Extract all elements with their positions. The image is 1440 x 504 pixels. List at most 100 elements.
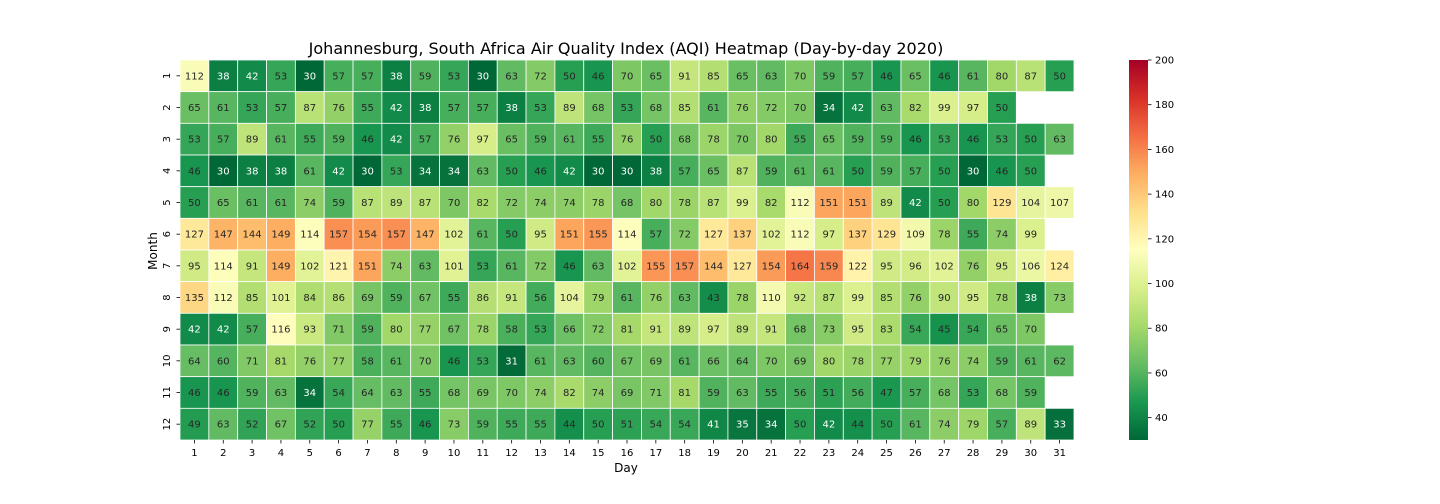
heatmap-cell [237,376,267,409]
heatmap-cell [554,312,585,346]
heatmap-cell-value: 61 [275,135,288,146]
heatmap-cell [323,122,354,156]
heatmap-cell [496,407,527,441]
heatmap-cell-value: 95 [996,261,1009,272]
heatmap-cell [871,91,902,124]
heatmap-cell [612,122,642,156]
heatmap-cell [179,122,210,156]
heatmap-cell-value: 90 [938,293,951,304]
heatmap-cell-value: 157 [675,261,694,272]
heatmap-cell-value: 91 [678,71,691,82]
heatmap-cell-value: 85 [678,103,691,114]
heatmap-cell-value: 46 [909,135,922,146]
heatmap-cell [439,376,469,409]
heatmap-cell-value: 89 [678,325,691,336]
heatmap-cell-value: 55 [534,420,547,431]
heatmap-cell [410,217,440,251]
heatmap-cell [727,312,758,346]
heatmap-cell [525,122,556,156]
heatmap-cell [871,344,902,378]
heatmap-cell-value: 79 [909,356,922,367]
heatmap-cell [669,59,700,93]
heatmap-cell-value: 87 [1024,71,1037,82]
heatmap-cell [266,122,296,156]
heatmap-cell-value: 63 [275,388,288,399]
heatmap-cell-value: 137 [733,230,752,241]
heatmap-cell-value: 31 [505,356,518,367]
x-tick-label: 19 [707,448,720,459]
heatmap-cell-value: 54 [649,420,662,431]
heatmap-cell-value: 53 [996,135,1009,146]
heatmap-cell-value: 57 [649,230,662,241]
heatmap-cell-value: 91 [246,261,259,272]
heatmap-cell-value: 155 [589,230,608,241]
heatmap-cell [439,122,469,156]
heatmap-cell-value: 104 [1021,198,1040,209]
heatmap-cell-value: 80 [967,198,980,209]
heatmap-cell-value: 76 [967,261,980,272]
heatmap-cell-value: 46 [419,420,432,431]
heatmap-cell-value: 67 [448,325,461,336]
heatmap-cell-value: 89 [1024,420,1037,431]
heatmap-cell-value: 102 [300,261,319,272]
heatmap-cell-value: 57 [361,71,374,82]
heatmap-cell-value: 41 [707,420,720,431]
heatmap-cell [496,281,527,314]
heatmap-cell-value: 68 [592,103,605,114]
heatmap-cell [842,281,873,314]
heatmap-cell-value: 63 [880,103,893,114]
heatmap-cell [323,186,354,219]
heatmap-cell [467,91,498,124]
heatmap-cell-value: 70 [765,356,778,367]
heatmap-cell-value: 55 [794,135,807,146]
heatmap-cell-value: 112 [790,230,809,241]
heatmap-cell-value: 61 [563,135,576,146]
heatmap-cell-value: 30 [361,166,374,177]
heatmap-cell-value: 87 [303,103,316,114]
heatmap-cell [900,407,931,441]
heatmap-cell-value: 78 [707,135,720,146]
heatmap-cell [381,217,412,251]
heatmap-cell [1015,154,1046,188]
heatmap-cell [294,407,325,441]
heatmap-cell-value: 81 [678,388,691,399]
heatmap-cell-value: 53 [534,325,547,336]
heatmap-cell [698,154,729,188]
heatmap-cell [208,186,239,219]
colorbar-tick-label: 200 [1155,56,1174,67]
heatmap-cell [266,154,296,188]
heatmap-cell [179,344,210,378]
heatmap-cell-value: 50 [880,420,893,431]
heatmap-cell-value: 87 [736,166,749,177]
heatmap-cell-value: 78 [996,293,1009,304]
heatmap-cell-value: 64 [736,356,749,367]
heatmap-cell [727,59,758,93]
heatmap-cell-value: 50 [996,103,1009,114]
x-tick-label: 7 [364,448,370,459]
heatmap-cell-value: 67 [621,356,634,367]
heatmap-cell [381,59,412,93]
heatmap-cell-value: 57 [246,325,259,336]
heatmap-cell [554,249,585,283]
heatmap-cell [900,249,931,283]
heatmap-cell-value: 65 [707,166,720,177]
heatmap-cell-value: 76 [621,135,634,146]
heatmap-cell [958,154,988,188]
heatmap-cell-value: 127 [185,230,204,241]
heatmap-cell-value: 99 [938,103,951,114]
heatmap-cell-value: 77 [332,356,345,367]
heatmap-cell-value: 30 [217,166,230,177]
heatmap-cell [294,249,325,283]
heatmap-cell [612,407,642,441]
heatmap-cell-value: 57 [476,103,489,114]
heatmap-cell-value: 42 [909,198,922,209]
heatmap-cell-value: 95 [534,230,547,241]
x-tick-label: 24 [851,448,864,459]
heatmap-cell-value: 65 [188,103,201,114]
heatmap-cell-value: 42 [390,135,403,146]
heatmap-cell [900,344,931,378]
heatmap-cell-value: 70 [736,135,749,146]
heatmap-cell [583,91,613,124]
heatmap-cell [323,312,354,346]
